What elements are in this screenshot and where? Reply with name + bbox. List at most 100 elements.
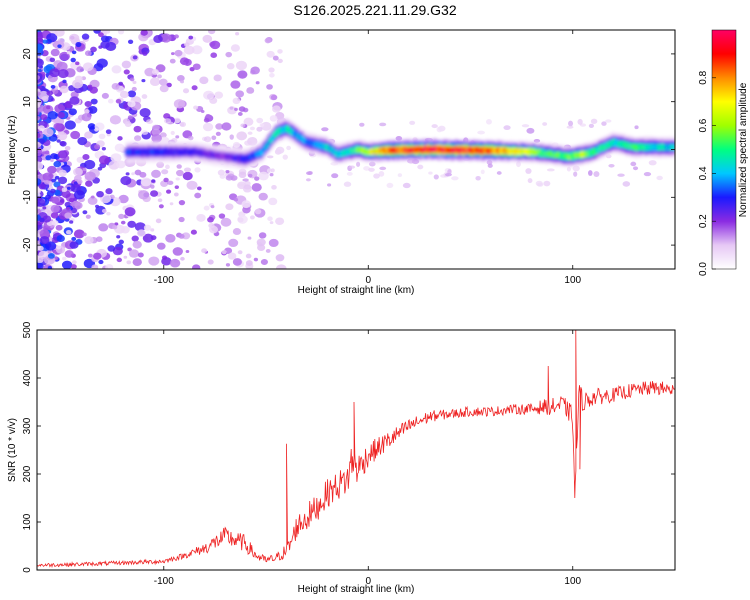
- spectrogram-noise-blob: [65, 229, 72, 235]
- spectrogram-noise-blob: [85, 180, 93, 187]
- spectrogram-noise-blob: [59, 85, 69, 94]
- chart-title: S126.2025.221.11.29.G32: [293, 2, 457, 18]
- spectrogram-noise-blob: [187, 135, 194, 141]
- colorbar-label: Normalized spectral amplitude: [738, 82, 749, 217]
- spectrogram-noise-blob: [69, 96, 80, 105]
- spectrogram-noise-blob: [227, 252, 237, 260]
- spectrogram-noise-blob: [254, 208, 262, 215]
- spectrogram-noise-blob: [66, 186, 71, 190]
- spectrogram-noise-blob: [37, 132, 41, 139]
- spectrogram-noise-blob: [126, 260, 132, 265]
- spectrogram-noise-blob: [138, 190, 150, 200]
- spectrogram-noise-blob: [173, 99, 185, 109]
- spectrogram-noise-blob: [543, 180, 551, 187]
- spectrogram-noise-blob: [397, 173, 403, 178]
- spectrogram-noise-blob: [117, 30, 125, 35]
- spectrogram-noise-blob: [84, 236, 94, 245]
- spectrogram-noise-blob: [169, 258, 181, 268]
- spectrogram-noise-blob: [175, 135, 180, 139]
- spectrogram-noise-blob: [175, 177, 180, 181]
- spectrogram-noise-blob: [343, 181, 352, 187]
- spectrogram-noise-blob: [243, 117, 254, 126]
- spectrogram-noise-blob: [46, 90, 54, 96]
- spectrogram-noise-blob: [221, 122, 232, 131]
- spectrogram-noise-blob: [134, 169, 142, 176]
- spectrogram-noise-blob: [245, 260, 253, 266]
- spectrogram-noise-blob: [152, 124, 160, 131]
- spectrogram-noise-blob: [431, 124, 438, 129]
- spectrogram-noise-blob: [159, 78, 168, 86]
- spectrogram-noise-blob: [368, 161, 376, 167]
- spectrogram-noise-blob: [87, 84, 93, 89]
- spectrogram-noise-blob: [124, 207, 136, 217]
- spectrogram-noise-blob: [127, 115, 133, 120]
- spectrogram-noise-blob: [433, 174, 439, 180]
- spectrogram-noise-blob: [157, 74, 162, 79]
- spectrogram-noise-blob: [59, 199, 65, 203]
- spectrogram-noise-blob: [533, 138, 541, 143]
- spectrogram-noise-blob: [588, 123, 595, 128]
- spectrogram-noise-blob: [373, 173, 380, 179]
- spectrogram-noise-blob: [85, 214, 91, 219]
- spectrogram-noise-blob: [131, 86, 137, 92]
- spectrogram-noise-blob: [256, 117, 264, 124]
- spectrogram-noise-blob: [132, 258, 142, 267]
- spectrogram-noise-blob: [605, 119, 612, 123]
- spectrogram-noise-blob: [64, 250, 74, 258]
- spectrogram-noise-blob: [249, 215, 255, 220]
- spectrogram-noise-blob: [546, 168, 555, 172]
- spectrogram-noise-blob: [37, 237, 40, 241]
- spectrogram-noise-blob: [132, 240, 142, 249]
- spectrogram-noise-blob: [66, 206, 70, 210]
- spectrogram-noise-blob: [93, 30, 101, 34]
- colorbar-bar: [711, 29, 737, 270]
- spectrogram-noise-blob: [269, 221, 274, 225]
- spectrogram-noise-blob: [232, 97, 241, 105]
- spectrogram-noise-blob: [134, 222, 146, 232]
- spectrogram-noise-blob: [229, 134, 234, 140]
- spectrogram-noise-blob: [84, 131, 93, 139]
- spectrogram-noise-blob: [634, 125, 639, 130]
- spectrogram-noise-blob: [74, 75, 83, 83]
- spectrogram-noise-blob: [106, 211, 111, 216]
- spectrogram-noise-blob: [171, 52, 175, 56]
- spectrogram-noise-blob: [247, 131, 253, 135]
- spectrogram-noise-blob: [402, 182, 411, 189]
- spectrogram-noise-blob: [47, 252, 55, 259]
- spectrogram-noise-blob: [116, 257, 123, 263]
- spectrogram-noise-blob: [37, 147, 43, 157]
- spectrogram-noise-blob: [87, 123, 96, 130]
- spectrogram-noise-blob: [331, 173, 339, 179]
- spectrogram-noise-blob: [64, 120, 76, 130]
- spectrogram-noise-blob: [220, 217, 232, 227]
- spectrogram-noise-blob: [37, 75, 40, 80]
- spectrogram-noise-blob: [346, 171, 353, 176]
- spectrogram-noise-blob: [218, 213, 226, 219]
- spectrogram-noise-blob: [61, 187, 68, 193]
- spectrogram-noise-blob: [244, 140, 252, 146]
- spectrogram-noise-blob: [191, 45, 203, 55]
- spectrogram-noise-blob: [487, 163, 493, 168]
- spectrogram-noise-blob: [194, 167, 201, 173]
- spectrogram-noise-blob: [205, 113, 211, 119]
- spectrogram-noise-blob: [180, 80, 184, 84]
- spectrogram-noise-blob: [235, 90, 245, 98]
- spectrogram-noise-blob: [73, 190, 85, 200]
- spectrogram-noise-blob: [82, 210, 88, 215]
- spectrogram-noise-blob: [47, 165, 57, 174]
- spectrogram-noise-blob: [436, 126, 443, 133]
- spectrogram-noise-blob: [166, 189, 172, 194]
- spectrogram-noise-blob: [42, 215, 52, 223]
- spectrogram-noise-blob: [50, 84, 56, 89]
- spectrogram-noise-blob: [87, 105, 98, 114]
- spectrogram-noise-blob: [247, 173, 253, 178]
- spectrogram-noise-blob: [622, 181, 631, 187]
- snr-x-label: Height of straight line (km): [298, 584, 415, 595]
- spectrogram-noise-blob: [225, 169, 230, 174]
- spectrogram-noise-blob: [132, 80, 137, 85]
- spectrogram-noise-blob: [256, 126, 263, 132]
- spectrogram-noise-blob: [251, 183, 262, 192]
- spectrogram-noise-blob: [503, 125, 511, 131]
- spectrogram-noise-blob: [109, 115, 122, 125]
- colorbar: 0.0 0.2 0.4 0.6 0.8 Normalized spectral ampl…: [698, 29, 749, 276]
